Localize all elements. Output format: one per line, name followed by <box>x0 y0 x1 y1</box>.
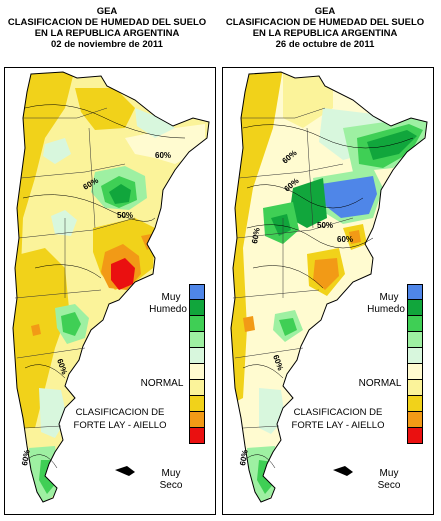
moisture-zone <box>243 316 255 332</box>
map-panel-right: 60% 60% 60% 50% 60% 60% 60% Muy Humedo N… <box>222 67 434 515</box>
moisture-zone <box>279 318 297 336</box>
legend-swatch <box>189 348 205 364</box>
legend-swatch <box>407 412 423 428</box>
map-subtitle: EN LA REPUBLICA ARGENTINA <box>252 28 398 39</box>
contour-label: 50% <box>117 211 133 220</box>
legend-humedo-label: Humedo <box>149 304 187 315</box>
moisture-zone <box>31 324 41 336</box>
map-title: CLASIFICACION DE HUMEDAD DEL SUELO <box>225 17 425 28</box>
legend-method-line: CLASIFICACION DE <box>75 407 165 418</box>
moisture-zone <box>283 72 333 128</box>
province-borders <box>232 107 354 429</box>
legend-method: CLASIFICACION DE FORTE LAY - AIELLO <box>273 406 403 432</box>
contour-label: 60% <box>250 227 262 244</box>
contour-label: 50% <box>317 221 333 230</box>
legend-muy-label: Muy <box>379 468 399 479</box>
legend-swatch <box>407 380 423 396</box>
moisture-zone <box>111 258 135 290</box>
country-outline <box>230 71 428 503</box>
country-outline <box>12 71 210 503</box>
moisture-zone <box>367 130 417 160</box>
tierra-del-fuego <box>333 466 353 476</box>
legend-swatch <box>189 364 205 380</box>
legend-method-line: FORTE LAY - AIELLO <box>291 420 385 431</box>
map-title: CLASIFICACION DE HUMEDAD DEL SUELO <box>7 17 207 28</box>
legend-seco-label: Seco <box>377 480 401 491</box>
legend-humedo-label: Humedo <box>367 304 405 315</box>
map-header-left: GEA CLASIFICACION DE HUMEDAD DEL SUELO E… <box>2 6 212 50</box>
org-title: GEA <box>96 6 118 17</box>
tierra-del-fuego <box>115 466 135 476</box>
moisture-zone <box>43 138 71 164</box>
moisture-zone <box>109 184 131 204</box>
legend-muy-label: Muy <box>161 292 181 303</box>
moisture-zone <box>61 312 81 336</box>
legend-swatch <box>189 316 205 332</box>
moisture-zone <box>75 88 135 130</box>
map-panel-left: 60% 60% 50% 60% 60% Muy Humedo NORMAL CL… <box>4 67 216 515</box>
moisture-zone <box>289 178 327 228</box>
moisture-zone <box>271 214 291 236</box>
legend-swatch <box>189 396 205 412</box>
map-subtitle: EN LA REPUBLICA ARGENTINA <box>34 28 180 39</box>
map-date: 02 de noviembre de 2011 <box>51 39 163 50</box>
moisture-zone <box>313 258 339 290</box>
legend-seco-label: Seco <box>159 480 183 491</box>
legend-normal-label: NORMAL <box>358 378 402 389</box>
legend-method-line: FORTE LAY - AIELLO <box>73 420 167 431</box>
moisture-zone <box>125 124 205 164</box>
legend-muy-label: Muy <box>379 292 399 303</box>
legend-swatch <box>407 300 423 316</box>
moisture-zone <box>349 230 361 244</box>
legend-swatch <box>407 396 423 412</box>
legend-color-bar <box>407 284 423 444</box>
province-borders <box>14 107 136 429</box>
contour-lines <box>242 124 414 469</box>
contour-lines <box>22 104 186 469</box>
legend-normal-label: NORMAL <box>140 378 184 389</box>
legend-color-bar <box>189 284 205 444</box>
moisture-zone <box>321 176 377 218</box>
legend-swatch <box>407 348 423 364</box>
legend-swatch <box>407 364 423 380</box>
contour-label: 60% <box>238 449 250 466</box>
moisture-zone <box>51 210 77 236</box>
map-header-right: GEA CLASIFICACION DE HUMEDAD DEL SUELO E… <box>220 6 430 50</box>
moisture-zone <box>135 108 175 138</box>
legend-method-line: CLASIFICACION DE <box>293 407 383 418</box>
legend-swatch <box>189 380 205 396</box>
map-date: 26 de octubre de 2011 <box>275 39 375 50</box>
soil-moisture-map-left: 60% 60% 50% 60% 60% <box>12 71 210 503</box>
legend-swatch <box>189 284 205 300</box>
legend-swatch <box>189 332 205 348</box>
legend-swatch <box>189 428 205 444</box>
legend-swatch <box>407 284 423 300</box>
legend-swatch <box>407 428 423 444</box>
legend-swatch <box>407 332 423 348</box>
legend-muy-label: Muy <box>161 468 181 479</box>
legend-swatch <box>189 412 205 428</box>
legend-swatch <box>407 316 423 332</box>
soil-moisture-map-right: 60% 60% 60% 50% 60% 60% 60% <box>230 71 428 503</box>
org-title: GEA <box>314 6 336 17</box>
contour-label: 60% <box>20 449 32 466</box>
contour-label: 60% <box>155 151 171 160</box>
contour-label: 60% <box>337 235 353 244</box>
legend-method: CLASIFICACION DE FORTE LAY - AIELLO <box>55 406 185 432</box>
moisture-zone <box>13 248 69 428</box>
legend-swatch <box>189 300 205 316</box>
